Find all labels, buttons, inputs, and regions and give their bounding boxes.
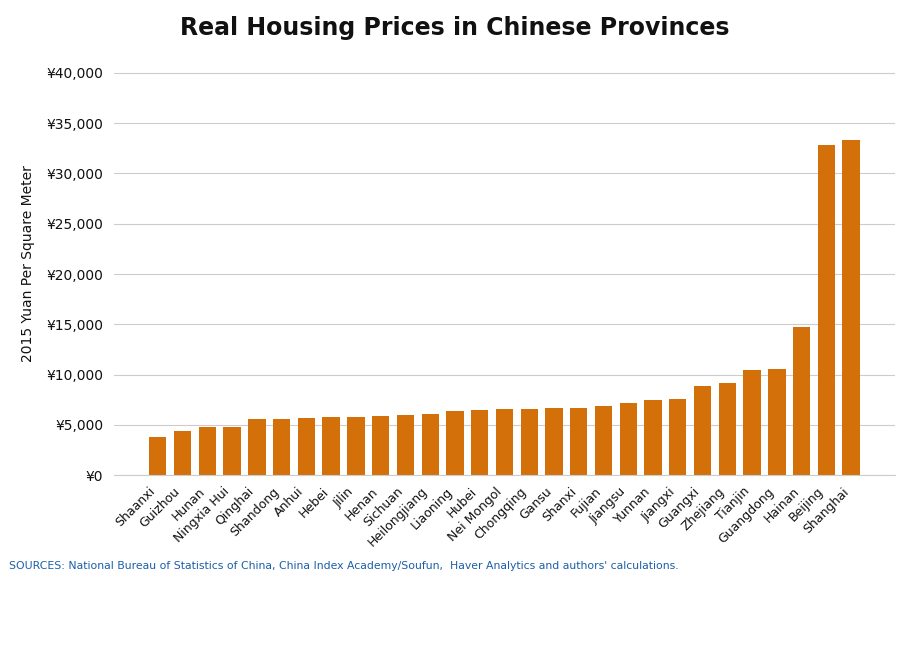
Bar <box>669 399 686 475</box>
Bar <box>446 411 464 475</box>
Bar <box>298 418 315 475</box>
Bar <box>620 403 637 475</box>
Text: SOURCES: National Bureau of Statistics of China, China Index Academy/Soufun,  Ha: SOURCES: National Bureau of Statistics o… <box>9 561 679 571</box>
Text: FEDERAL RESERVE BANK: FEDERAL RESERVE BANK <box>12 624 219 638</box>
Bar <box>818 145 835 475</box>
Bar <box>793 327 810 475</box>
Bar <box>422 414 439 475</box>
Bar <box>372 416 389 475</box>
Text: of: of <box>323 624 337 638</box>
Text: Real Housing Prices in Chinese Provinces: Real Housing Prices in Chinese Provinces <box>180 16 729 40</box>
Bar <box>199 428 216 475</box>
Text: F: F <box>12 624 23 638</box>
Bar <box>471 410 488 475</box>
Bar <box>521 409 538 475</box>
Bar <box>744 370 761 475</box>
Bar <box>594 406 612 475</box>
Bar <box>174 431 191 475</box>
Bar <box>545 409 563 475</box>
Bar <box>843 141 860 475</box>
Bar <box>570 408 587 475</box>
Bar <box>495 409 514 475</box>
Bar <box>248 419 265 475</box>
Bar <box>347 417 365 475</box>
Bar <box>768 368 785 475</box>
Bar <box>224 427 241 475</box>
Bar <box>694 385 711 475</box>
Bar <box>149 437 166 475</box>
Bar <box>719 383 736 475</box>
Bar <box>644 400 662 475</box>
Bar <box>397 415 415 475</box>
Text: ST. LOUIS: ST. LOUIS <box>359 624 441 638</box>
Y-axis label: 2015 Yuan Per Square Meter: 2015 Yuan Per Square Meter <box>21 166 35 362</box>
Bar <box>273 419 290 475</box>
Bar <box>323 417 340 475</box>
